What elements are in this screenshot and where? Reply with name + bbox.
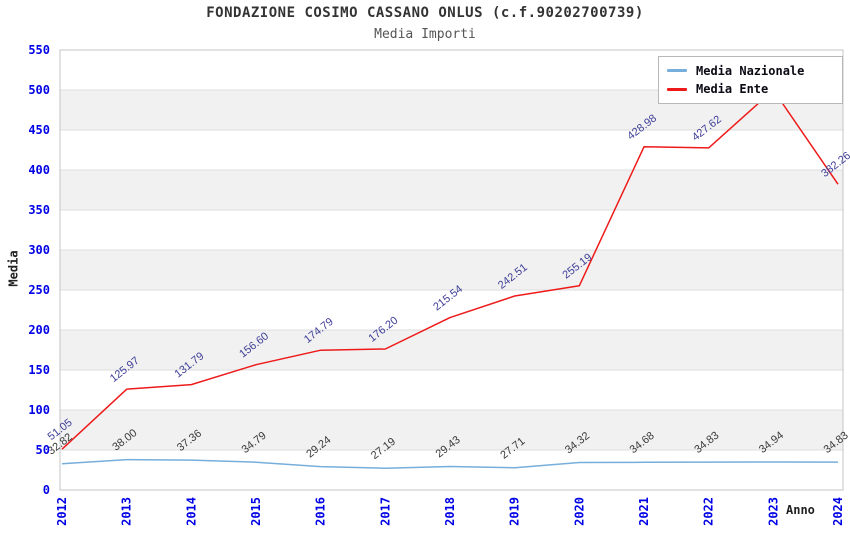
x-tick-label: 2012 (55, 497, 69, 526)
y-tick-label: 400 (28, 163, 50, 177)
x-tick-label: 2023 (766, 497, 780, 526)
legend-line-sample-red (667, 87, 687, 91)
x-tick-label: 2017 (378, 497, 392, 526)
y-tick-label: 450 (28, 123, 50, 137)
chart-title: FONDAZIONE COSIMO CASSANO ONLUS (c.f.902… (206, 5, 644, 21)
series-line-media-nazionale (61, 458, 839, 469)
series-line-media-ente (61, 89, 839, 450)
x-axis-title: Anno (786, 503, 815, 517)
plot-band (60, 170, 843, 210)
y-tick-label: 50 (36, 443, 50, 457)
y-tick-label: 550 (28, 43, 50, 57)
x-tick-label: 2014 (184, 497, 198, 526)
y-tick-label: 0 (43, 483, 50, 497)
x-tick-label: 2022 (702, 497, 716, 526)
y-tick-label: 200 (28, 323, 50, 337)
y-tick-label: 150 (28, 363, 50, 377)
x-tick-label: 2015 (249, 497, 263, 526)
x-tick-label: 2020 (572, 497, 586, 526)
x-tick-label: 2013 (120, 497, 134, 526)
plot-band (60, 410, 843, 450)
chart-subtitle: Media Importi (374, 27, 476, 42)
legend-label: Media Nazionale (696, 63, 805, 78)
plot-border (59, 49, 844, 491)
legend-line-sample-blue (667, 69, 687, 73)
y-tick-label: 250 (28, 283, 50, 297)
legend-item-media-ente[interactable]: Media Ente (667, 82, 834, 96)
plot-band (60, 330, 843, 370)
x-tick-label: 2019 (508, 497, 522, 526)
x-tick-label: 2021 (637, 497, 651, 526)
y-tick-label: 300 (28, 243, 50, 257)
x-tick-label: 2016 (314, 497, 328, 526)
legend-box: Media Nazionale Media Ente (658, 56, 843, 104)
legend-item-media-nazionale[interactable]: Media Nazionale (667, 64, 834, 78)
y-tick-label: 500 (28, 83, 50, 97)
plot-band (60, 250, 843, 290)
y-tick-label: 350 (28, 203, 50, 217)
x-tick-label: 2024 (831, 497, 845, 526)
x-tick-label: 2018 (443, 497, 457, 526)
y-tick-label: 100 (28, 403, 50, 417)
y-axis-title: Media (6, 250, 21, 287)
legend-label: Media Ente (696, 82, 769, 97)
